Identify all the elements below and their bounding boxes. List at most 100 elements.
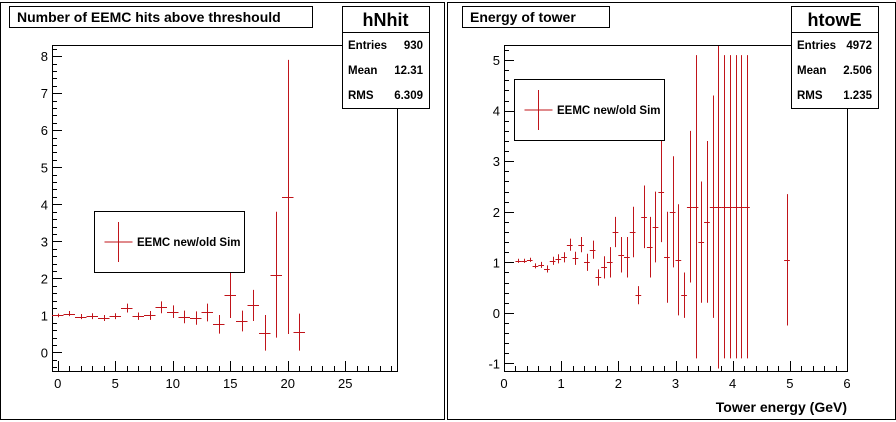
data-point xyxy=(247,289,259,321)
x-tick-label: 10 xyxy=(166,376,180,391)
data-point xyxy=(732,55,739,359)
chart-title: Number of EEMC hits above threshould xyxy=(17,9,281,25)
stats-label: Entries xyxy=(348,40,387,52)
legend: EEMC new/old Sim xyxy=(514,79,665,141)
data-point xyxy=(538,261,545,268)
data-point xyxy=(549,256,556,265)
data-point xyxy=(121,303,133,313)
data-point xyxy=(658,141,665,243)
data-point xyxy=(664,211,670,303)
y-tick-label: 3 xyxy=(41,234,48,249)
data-point xyxy=(293,313,305,351)
x-axis: 0 5 10 15 20 25 xyxy=(54,361,392,391)
x-tick-label: 3 xyxy=(672,376,679,391)
stats-frame xyxy=(791,6,879,109)
legend-frame xyxy=(94,211,245,273)
data-point xyxy=(561,252,567,263)
data-point xyxy=(282,59,294,334)
stats-box: htowE Entries 4972 Mean 2.506 RMS 1.235 xyxy=(791,6,879,109)
data-point xyxy=(213,315,225,334)
stats-frame xyxy=(342,6,430,109)
x-tick-label: 5 xyxy=(112,376,119,391)
data-point xyxy=(584,253,590,271)
data-point xyxy=(641,185,647,249)
data-point xyxy=(190,311,202,325)
data-point xyxy=(578,237,585,253)
data-point xyxy=(589,240,596,259)
x-tick-label: 0 xyxy=(54,376,61,391)
y-tick-label: 3 xyxy=(493,154,500,169)
stats-value: 930 xyxy=(404,40,423,52)
data-point xyxy=(738,55,745,359)
title-box xyxy=(462,6,610,28)
data-point xyxy=(635,286,642,305)
legend-marker xyxy=(104,222,133,262)
stats-value: 12.31 xyxy=(394,65,423,77)
x-tick-label: 1 xyxy=(558,376,565,391)
data-point xyxy=(698,181,705,303)
stats-value: 4972 xyxy=(846,40,872,52)
x-tick-label: 5 xyxy=(786,376,793,391)
data-point xyxy=(726,55,733,359)
data-point xyxy=(75,313,87,320)
data-point xyxy=(515,258,522,263)
data-point xyxy=(692,55,699,359)
y-tick-label: 4 xyxy=(493,104,500,119)
x-tick-label: 4 xyxy=(729,376,736,391)
data-point xyxy=(601,256,607,279)
data-point xyxy=(52,313,64,318)
data-point xyxy=(618,237,625,273)
plot-frame xyxy=(52,45,398,372)
data-point xyxy=(109,313,121,320)
data-point xyxy=(595,269,602,286)
y-tick-label: -1 xyxy=(488,356,500,371)
y-tick-label: 4 xyxy=(41,197,48,212)
stats-value: 2.506 xyxy=(843,65,872,77)
y-tick-label: 2 xyxy=(493,205,500,220)
y-tick-label: 8 xyxy=(41,49,48,64)
data-point xyxy=(629,206,636,258)
data-point xyxy=(201,303,213,322)
y-tick-label: 2 xyxy=(41,271,48,286)
y-tick-label: 0 xyxy=(41,345,48,360)
stats-label: Entries xyxy=(797,40,836,52)
data-point xyxy=(236,310,248,332)
data-point xyxy=(675,204,682,316)
data-point xyxy=(686,130,693,283)
y-tick-label: 0 xyxy=(493,306,500,321)
legend-label: EEMC new/old Sim xyxy=(137,237,241,249)
data-point xyxy=(521,258,527,263)
x-tick-label: 6 xyxy=(843,376,850,391)
stats-histogram-name: htowE xyxy=(808,10,862,30)
title-box xyxy=(9,6,313,28)
x-tick-label: 25 xyxy=(338,376,352,391)
data-point xyxy=(155,301,167,314)
data-point xyxy=(167,305,179,319)
data-point xyxy=(532,263,539,269)
data-series xyxy=(52,59,305,351)
data-point xyxy=(132,312,144,320)
data-point xyxy=(572,251,579,265)
x-tick-label: 15 xyxy=(223,376,237,391)
data-point xyxy=(270,211,282,338)
data-point xyxy=(652,191,659,263)
x-axis: 0 1 2 3 4 5 6 xyxy=(500,361,851,391)
data-series xyxy=(515,46,790,369)
y-axis: -1 0 1 2 3 4 5 xyxy=(488,50,514,371)
data-point xyxy=(526,257,533,262)
chart-panel-1: 0 5 10 15 20 25 0 1 2 3 4 5 6 7 8 Number of EEMC hits a… xyxy=(0,2,445,420)
data-point xyxy=(259,315,271,351)
y-tick-label: 5 xyxy=(493,53,500,68)
data-point xyxy=(86,313,98,320)
data-point xyxy=(624,237,630,278)
stats-box: hNhit Entries 930 Mean 12.31 RMS 6.309 xyxy=(342,6,430,109)
data-point xyxy=(715,46,722,369)
canvas-frame xyxy=(0,2,445,420)
legend-label: EEMC new/old Sim xyxy=(557,105,661,117)
y-tick-label: 5 xyxy=(41,160,48,175)
data-point xyxy=(566,238,573,251)
x-tick-label: 2 xyxy=(615,376,622,391)
y-tick-label: 7 xyxy=(41,86,48,101)
